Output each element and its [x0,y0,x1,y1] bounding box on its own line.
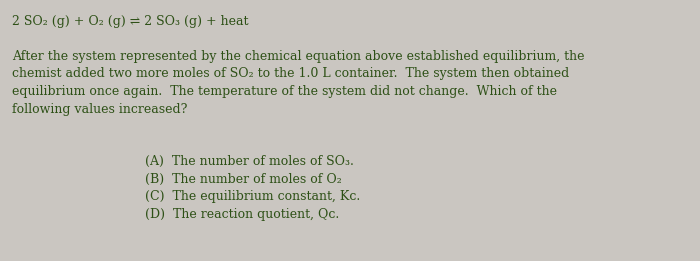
Text: (C)  The equilibrium constant, Kᴄ.: (C) The equilibrium constant, Kᴄ. [145,190,360,203]
Text: (B)  The number of moles of O₂: (B) The number of moles of O₂ [145,173,342,186]
Text: chemist added two more moles of SO₂ to the 1.0 L container.  The system then obt: chemist added two more moles of SO₂ to t… [12,68,569,80]
Text: (D)  The reaction quotient, Qᴄ.: (D) The reaction quotient, Qᴄ. [145,207,340,221]
Text: (A)  The number of moles of SO₃.: (A) The number of moles of SO₃. [145,155,354,168]
Text: equilibrium once again.  The temperature of the system did not change.  Which of: equilibrium once again. The temperature … [12,85,557,98]
Text: After the system represented by the chemical equation above established equilibr: After the system represented by the chem… [12,50,584,63]
Text: 2 SO₂ (g) + O₂ (g) ⇌ 2 SO₃ (g) + heat: 2 SO₂ (g) + O₂ (g) ⇌ 2 SO₃ (g) + heat [12,15,248,28]
Text: following values increased?: following values increased? [12,103,188,116]
